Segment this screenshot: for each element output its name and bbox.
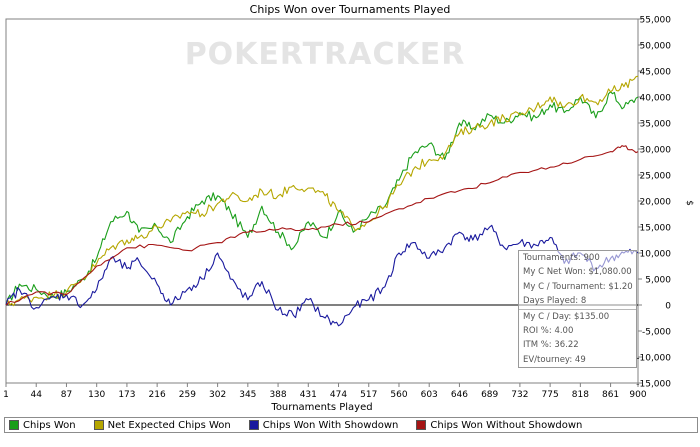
legend-label: Chips Won bbox=[23, 419, 76, 431]
legend-item: Chips Won bbox=[5, 420, 76, 431]
stats-line: My C / Day: $135.00 bbox=[519, 308, 636, 324]
x-tick-label: 1 bbox=[3, 390, 9, 400]
y-tick-label: 20,000 bbox=[640, 198, 672, 208]
y-tick-label: 10,000 bbox=[640, 250, 672, 260]
x-tick-label: 44 bbox=[31, 390, 43, 400]
x-tick-label: 603 bbox=[421, 390, 438, 400]
x-tick-label: 818 bbox=[572, 390, 589, 400]
y-tick-label: 15,000 bbox=[640, 224, 672, 234]
legend-swatch bbox=[93, 420, 104, 430]
x-tick-label: 388 bbox=[269, 390, 286, 400]
x-tick-label: 732 bbox=[511, 390, 528, 400]
y-tick-label: 0 bbox=[665, 302, 671, 312]
legend-swatch bbox=[9, 420, 19, 430]
stats-overlay: Tournaments: 900 My C Net Won: $1,080.00 M… bbox=[518, 250, 637, 368]
legend-item: Chips Won With Showdown bbox=[245, 419, 399, 431]
y-tick-label: 40,000 bbox=[640, 94, 672, 104]
legend-item: Chips Won Without Showdown bbox=[412, 420, 582, 431]
stats-line: My C Net Won: $1,080.00 bbox=[523, 267, 632, 278]
y-tick-label: 5,000 bbox=[645, 276, 671, 286]
stats-line: Days Played: 8 bbox=[523, 296, 587, 307]
series-line-chips-won-with-showdown bbox=[5, 224, 639, 327]
series-line-net-expected-chips-won bbox=[5, 75, 639, 307]
x-tick-label: 302 bbox=[209, 390, 226, 400]
x-tick-label: 87 bbox=[61, 390, 72, 400]
x-tick-label: 345 bbox=[239, 390, 256, 400]
x-axis-label: Tournaments Played bbox=[270, 402, 372, 413]
x-tick-label: 775 bbox=[542, 390, 559, 400]
y-axis: 55,000 50,000 45,000 40,000 35,000 30,000 25,0… bbox=[636, 16, 671, 390]
y-tick-label: -15,000 bbox=[636, 380, 671, 390]
stats-line: ITM %: 36.22 bbox=[523, 340, 579, 351]
series-line-chips-won-without-showdown bbox=[5, 145, 639, 306]
x-tick-label: 861 bbox=[602, 390, 619, 400]
x-tick-label: 474 bbox=[330, 390, 347, 400]
y-tick-label: 50,000 bbox=[640, 42, 672, 52]
y-axis-label: $ bbox=[684, 200, 694, 206]
stats-line: Tournaments: 900 bbox=[523, 253, 600, 263]
y-tick-label: 35,000 bbox=[640, 120, 672, 130]
legend-item: Net Expected Chips Won bbox=[90, 420, 231, 431]
y-tick-label: -10,000 bbox=[636, 354, 671, 364]
x-axis: 1 44 87 130 173 216 259 302 345 388 431 474 517 560 60… bbox=[3, 383, 647, 400]
stats-line: ROI %: 4.00 bbox=[523, 325, 574, 336]
legend-label: Chips Won With Showdown bbox=[262, 419, 399, 431]
x-tick-label: 431 bbox=[300, 390, 317, 400]
stats-line: My C / Tournament: $1.20 bbox=[523, 281, 633, 292]
series-layer bbox=[5, 75, 639, 327]
x-tick-label: 173 bbox=[118, 390, 135, 400]
x-tick-label: 216 bbox=[149, 390, 166, 400]
y-tick-label: 55,000 bbox=[640, 16, 672, 26]
watermark: POKERTRACKER bbox=[185, 37, 466, 72]
x-tick-label: 646 bbox=[451, 390, 468, 400]
stats-line: EV/tourney: 49 bbox=[523, 354, 586, 365]
x-tick-label: 560 bbox=[390, 390, 407, 400]
x-tick-label: 689 bbox=[481, 390, 498, 400]
x-tick-label: 130 bbox=[88, 390, 105, 400]
legend: Chips Won Net Expected Chips Won Chips Won… bbox=[4, 417, 698, 433]
x-tick-label: 517 bbox=[360, 390, 377, 400]
x-tick-label: 900 bbox=[629, 390, 646, 400]
legend-label: Net Expected Chips Won bbox=[107, 419, 231, 431]
legend-label: Chips Won Without Showdown bbox=[430, 419, 583, 431]
series-line-chips-won bbox=[5, 91, 639, 306]
chart-title: Chips Won over Tournaments Played bbox=[249, 3, 451, 16]
legend-swatch bbox=[248, 420, 259, 430]
x-tick-label: 259 bbox=[179, 390, 196, 400]
legend-swatch bbox=[416, 420, 427, 430]
y-tick-label: 25,000 bbox=[640, 172, 672, 182]
y-tick-label: 30,000 bbox=[640, 146, 672, 156]
y-tick-label: 45,000 bbox=[640, 68, 672, 78]
y-tick-label: -5,000 bbox=[642, 328, 671, 338]
